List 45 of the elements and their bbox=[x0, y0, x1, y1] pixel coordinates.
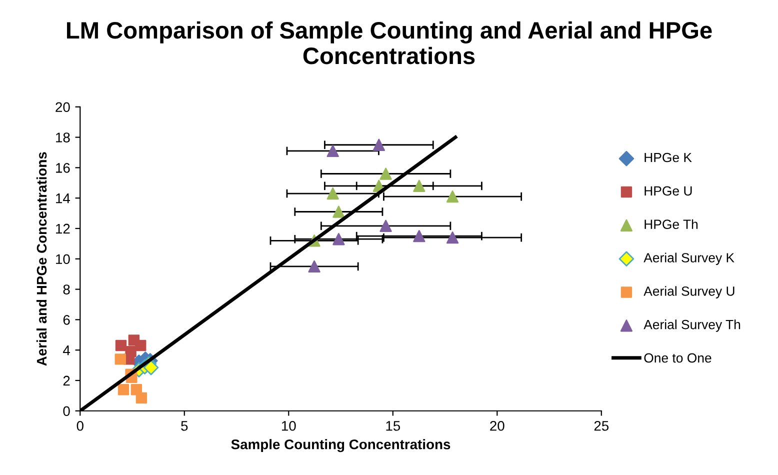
y-tick-label: 16 bbox=[56, 163, 70, 173]
point bbox=[413, 180, 426, 192]
y-tick-label: 4 bbox=[63, 346, 70, 356]
legend-label: HPGe K bbox=[644, 152, 692, 162]
legend-label: HPGe U bbox=[644, 186, 692, 196]
point bbox=[372, 138, 385, 151]
x-tick-label: 10 bbox=[282, 420, 296, 431]
point bbox=[118, 384, 130, 396]
point bbox=[332, 206, 345, 218]
x-axis-title: Sample Counting Concentrations bbox=[231, 439, 450, 452]
y-tick-label: 10 bbox=[56, 254, 70, 264]
point bbox=[380, 168, 392, 180]
legend-label: Aerial Survey K bbox=[644, 252, 734, 266]
legend-label: Aerial Survey Th bbox=[644, 320, 740, 332]
y-tick-label: 14 bbox=[56, 194, 70, 204]
legend-label: HPGe Th bbox=[644, 219, 698, 230]
legend-label: Aerial Survey U bbox=[644, 286, 734, 298]
point bbox=[332, 233, 345, 246]
point bbox=[446, 232, 459, 244]
point bbox=[115, 340, 127, 352]
point bbox=[308, 260, 320, 273]
x-tick-label: 0 bbox=[76, 420, 84, 431]
point bbox=[446, 190, 459, 203]
y-tick-label: 6 bbox=[63, 315, 70, 325]
y-tick-label: 18 bbox=[56, 132, 70, 142]
y-tick-label: 8 bbox=[63, 284, 70, 294]
point bbox=[114, 354, 126, 365]
x-tick-label: 20 bbox=[490, 420, 504, 431]
y-tick-label: 20 bbox=[56, 102, 70, 112]
y-tick-label: 0 bbox=[63, 406, 70, 416]
point bbox=[143, 360, 159, 376]
point bbox=[326, 187, 339, 200]
point bbox=[413, 230, 426, 242]
y-tick-label: 12 bbox=[56, 224, 70, 234]
legend-label: One to One bbox=[644, 353, 712, 363]
point bbox=[134, 340, 146, 352]
y-tick-label: 2 bbox=[63, 376, 70, 386]
y-axis-title: Aerial and HPGe Concentrations bbox=[36, 152, 47, 366]
chart-title: LM Comparison of Sample Counting and Aerial and HPGe Concentrations bbox=[67, 21, 712, 64]
point bbox=[326, 144, 339, 158]
x-tick-label: 5 bbox=[181, 421, 188, 431]
x-tick-label: 15 bbox=[386, 421, 400, 431]
x-tick-label: 25 bbox=[594, 420, 609, 431]
point bbox=[380, 220, 392, 232]
point bbox=[136, 392, 148, 404]
